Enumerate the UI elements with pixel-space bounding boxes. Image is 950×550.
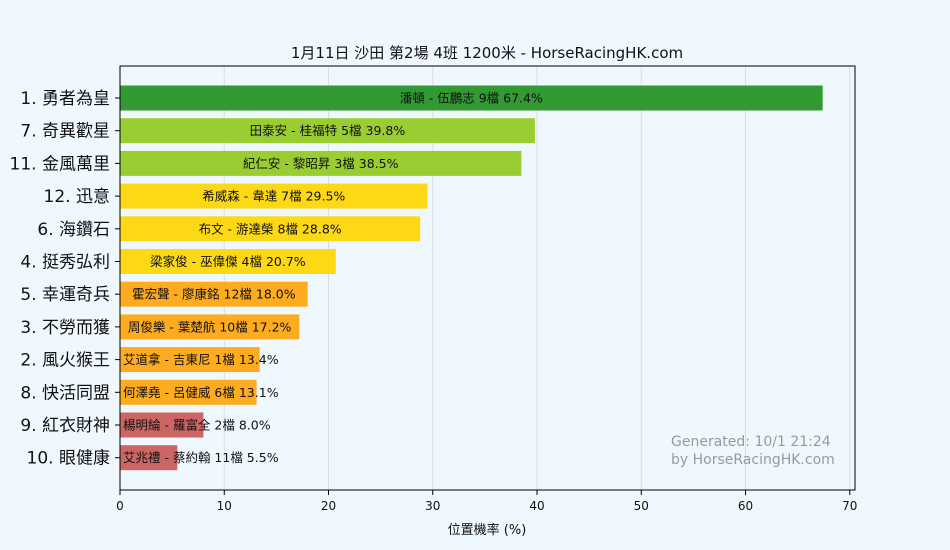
- bar: [120, 183, 428, 209]
- category-label: 9. 紅衣財神: [20, 416, 110, 436]
- bar-label: 潘頓 - 伍鵬志 9檔 67.4%: [400, 91, 543, 106]
- generated-watermark: Generated: 10/1 21:24: [671, 434, 831, 450]
- bar: [120, 412, 204, 438]
- category-label: 6. 海鑽石: [37, 220, 110, 240]
- x-tick-label: 0: [116, 499, 124, 513]
- bar-label: 何澤堯 - 呂健威 6檔 13.1%: [123, 385, 279, 400]
- category-label: 3. 不勞而獲: [20, 318, 110, 338]
- bar-label: 梁家俊 - 巫偉傑 4檔 20.7%: [150, 254, 306, 269]
- plot-frame: [119, 65, 856, 491]
- category-label: 5. 幸運奇兵: [20, 285, 110, 305]
- x-tick-label: 10: [217, 499, 232, 513]
- category-labels: 1. 勇者為皇 7. 奇異歡星 11. 金風萬里 12. 迅意 6. 海鑽石 4. 挺秀弘…: [10, 89, 120, 469]
- bar-label: 艾兆禮 - 蔡約翰 11檔 5.5%: [123, 450, 279, 465]
- bar-label: 楊明綸 - 羅富全 2檔 8.0%: [123, 418, 271, 433]
- bar-label: 希威森 - 韋達 7檔 29.5%: [202, 189, 345, 204]
- bar-label: 霍宏聲 - 廖康銘 12檔 18.0%: [132, 287, 296, 302]
- bar: [120, 249, 336, 274]
- category-label: 7. 奇異歡星: [20, 122, 110, 142]
- category-label: 1. 勇者為皇: [20, 89, 110, 109]
- x-tick-label: 40: [529, 499, 544, 513]
- bar-label: 周俊樂 - 葉楚航 10檔 17.2%: [128, 319, 292, 334]
- bar: [120, 445, 178, 471]
- x-tick-label: 60: [738, 499, 753, 513]
- bar-label: 紀仁安 - 黎昭昇 3檔 38.5%: [243, 156, 399, 171]
- bar: [120, 347, 260, 373]
- x-axis-ticks: 0 10 20 30 40 50 60 70: [116, 490, 857, 513]
- bar: [120, 216, 421, 242]
- category-label: 8. 快活同盟: [20, 383, 110, 403]
- x-tick-label: 50: [634, 499, 649, 513]
- bar: [120, 281, 308, 307]
- bars: [120, 85, 823, 471]
- category-label: 2. 風火猴王: [20, 351, 110, 371]
- x-tick-label: 30: [425, 499, 440, 513]
- bar-labels: 潘頓 - 伍鵬志 9檔 67.4% 田泰安 - 桂福特 5檔 39.8% 紀仁安 -…: [123, 91, 543, 466]
- bar: [120, 85, 823, 111]
- x-tick-label: 70: [842, 499, 857, 513]
- category-label: 11. 金風萬里: [10, 154, 110, 174]
- category-label: 4. 挺秀弘利: [20, 253, 110, 273]
- bar-label: 田泰安 - 桂福特 5檔 39.8%: [250, 123, 406, 138]
- chart-title: 1月11日 沙田 第2場 4班 1200米 - HorseRacingHK.co…: [291, 44, 683, 62]
- bar: [120, 118, 535, 144]
- bar: [120, 379, 257, 405]
- bar-label: 布文 - 游達榮 8檔 28.8%: [199, 221, 342, 236]
- x-axis-label: 位置機率 (%): [448, 522, 527, 538]
- category-label: 12. 迅意: [44, 187, 110, 207]
- site-watermark: by HorseRacingHK.com: [671, 452, 835, 468]
- bar: [120, 314, 300, 340]
- category-label: 10. 眼健康: [27, 449, 110, 469]
- bar-label: 艾道拿 - 吉東尼 1檔 13.4%: [123, 352, 279, 367]
- x-tick-label: 20: [321, 499, 336, 513]
- bar: [120, 150, 522, 176]
